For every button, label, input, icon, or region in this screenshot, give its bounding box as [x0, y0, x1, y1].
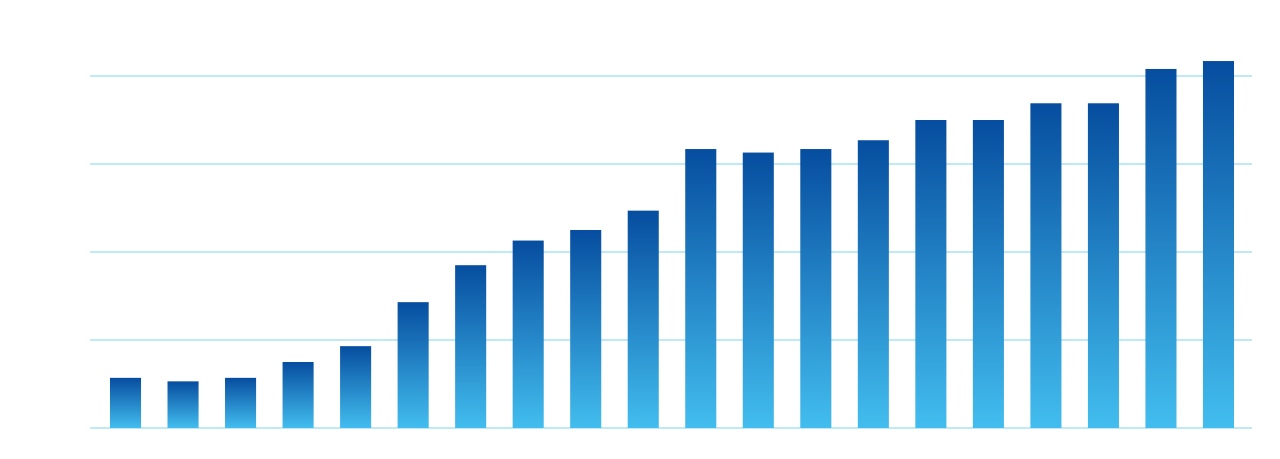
bar — [455, 265, 487, 428]
bar — [685, 149, 717, 429]
bar — [742, 152, 774, 428]
bar — [225, 377, 257, 428]
bar — [167, 381, 199, 428]
bar — [570, 230, 602, 428]
bar — [1145, 68, 1177, 429]
bar — [857, 140, 889, 429]
bar — [340, 346, 372, 428]
bar — [915, 120, 947, 428]
bar — [512, 240, 544, 428]
bar — [800, 149, 832, 429]
bar — [282, 362, 314, 428]
bar — [1202, 61, 1235, 428]
bar — [1087, 103, 1119, 428]
bar — [109, 377, 142, 428]
bar — [972, 120, 1004, 428]
bar — [1030, 103, 1062, 428]
bar — [627, 210, 659, 428]
bar — [397, 302, 429, 428]
